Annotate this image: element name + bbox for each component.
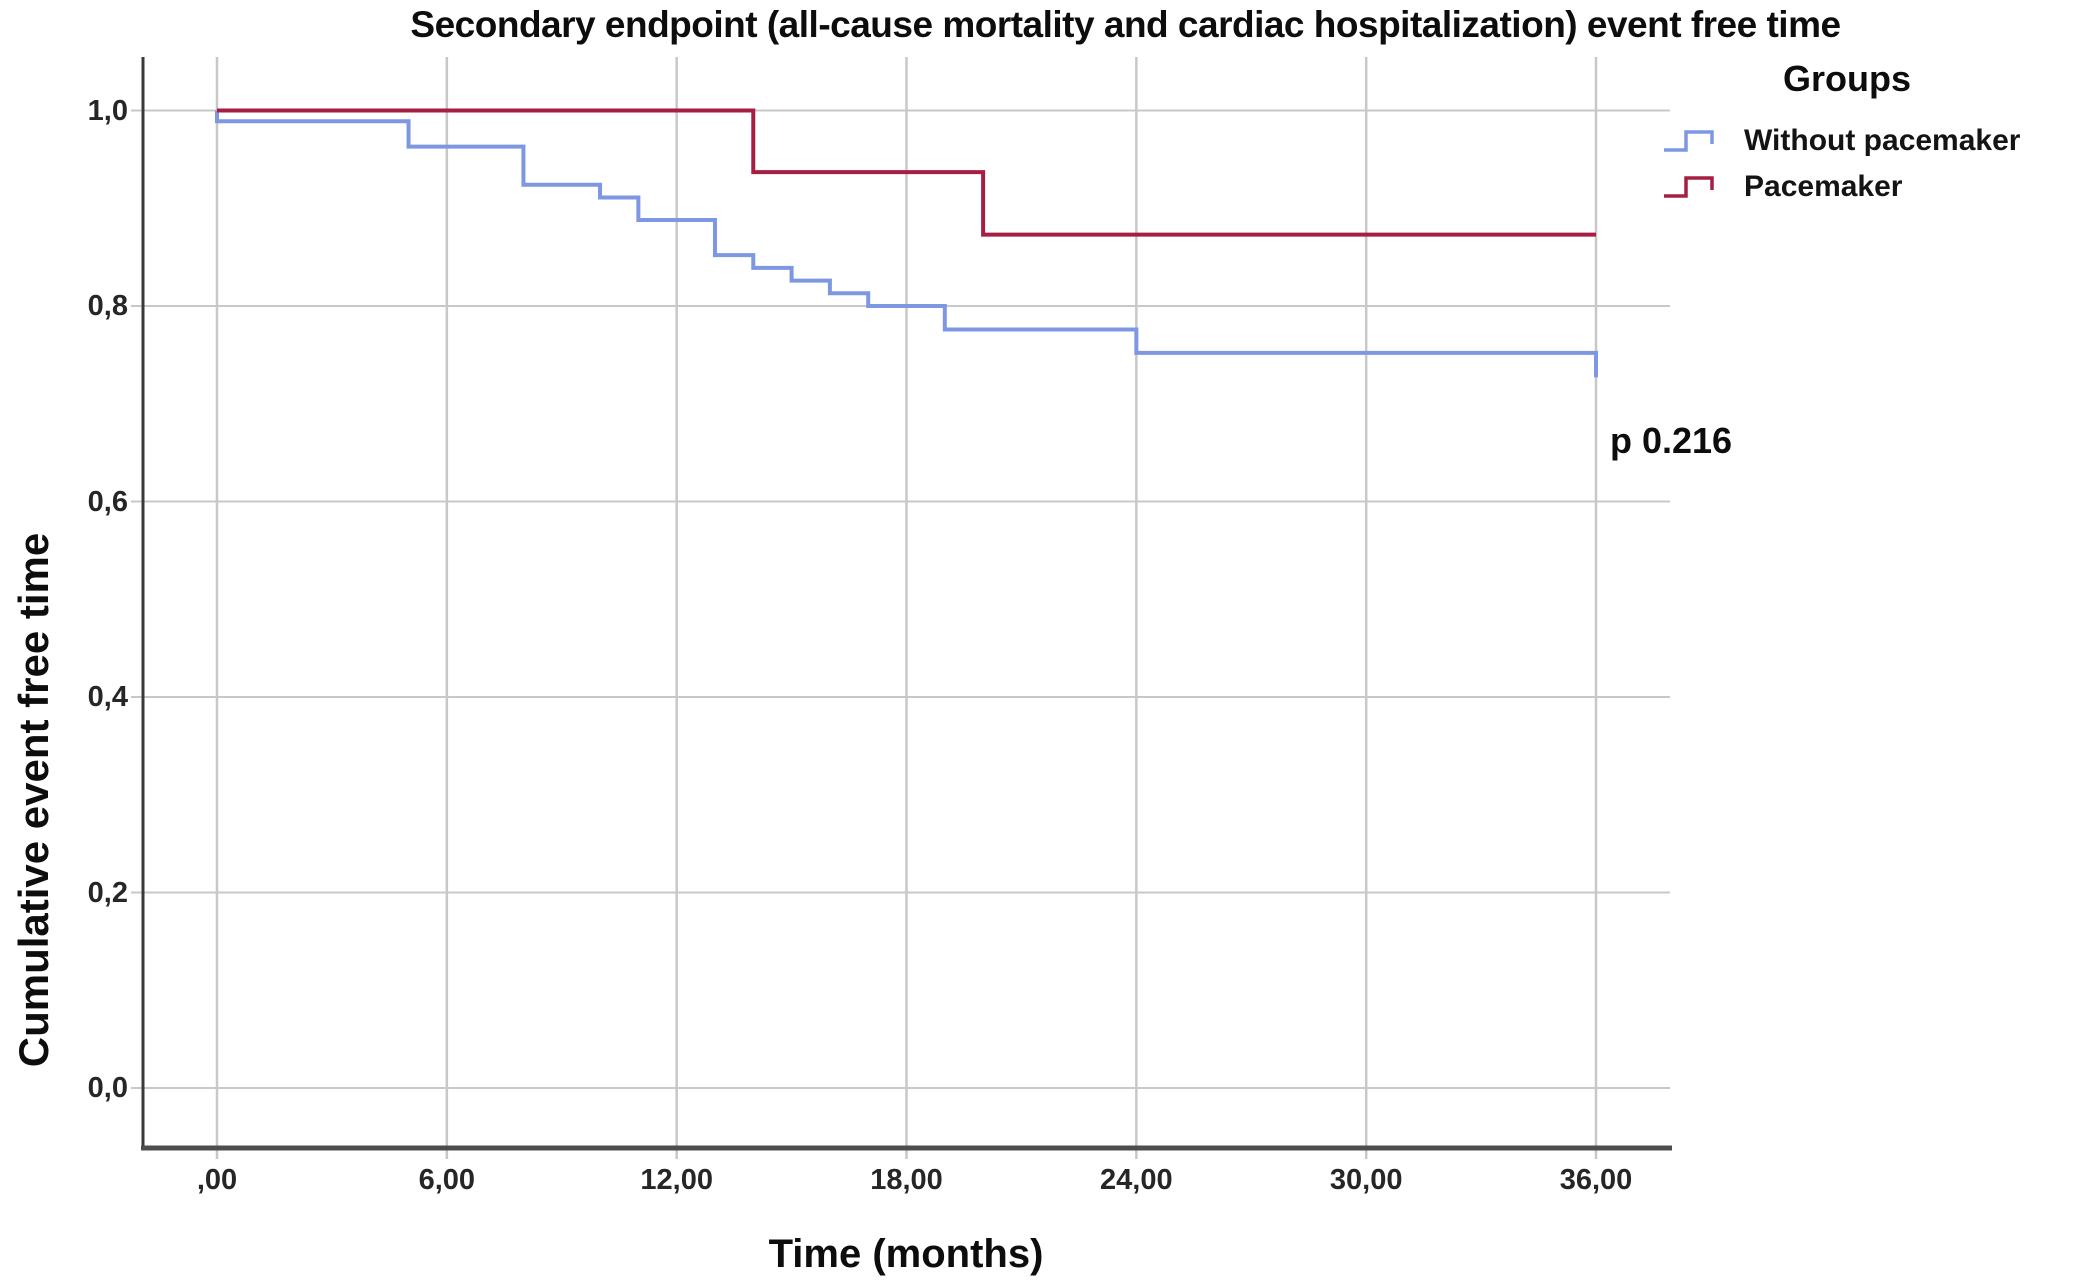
series-curve-1 bbox=[217, 108, 1597, 237]
y-tick-label: 0,8 bbox=[87, 290, 128, 322]
legend-step-glyph bbox=[1664, 176, 1714, 198]
x-tick-label: 18,00 bbox=[870, 1164, 943, 1196]
p-value-annotation: p 0.216 bbox=[1610, 420, 1733, 461]
x-tick-label: 24,00 bbox=[1100, 1164, 1173, 1196]
legend-step-path-0 bbox=[1664, 130, 1714, 152]
y-tick-label: 0,2 bbox=[87, 876, 128, 909]
x-axis-title: Time (months) bbox=[768, 1232, 1044, 1276]
legend-item-label: Without pacemaker bbox=[1744, 124, 2021, 157]
legend-step-glyph bbox=[1664, 130, 1714, 152]
legend-item: Without pacemaker bbox=[1662, 118, 2082, 164]
y-tick-label: 0,4 bbox=[87, 681, 128, 713]
y-tick-label: 1,0 bbox=[87, 94, 128, 127]
legend-step-path-1 bbox=[1664, 176, 1714, 198]
x-tick-label: 36,00 bbox=[1559, 1164, 1633, 1196]
x-tick-label: 12,00 bbox=[640, 1164, 713, 1196]
y-tick-label: 0,6 bbox=[87, 485, 128, 518]
legend-title: Groups bbox=[1782, 58, 1911, 99]
legend-item: Pacemaker bbox=[1662, 164, 2082, 210]
x-tick-label: 30,00 bbox=[1329, 1164, 1403, 1196]
series-curve-0 bbox=[215, 110, 1599, 378]
legend: Groups Without pacemaker Pacemaker bbox=[1662, 58, 2082, 210]
x-tick-label: ,00 bbox=[196, 1164, 238, 1196]
x-tick-label: 6,00 bbox=[418, 1164, 476, 1196]
chart-title: Secondary endpoint (all-cause mortality … bbox=[410, 4, 1841, 45]
legend-item-label: Pacemaker bbox=[1744, 170, 1903, 203]
y-tick-label: 0,0 bbox=[87, 1072, 128, 1104]
